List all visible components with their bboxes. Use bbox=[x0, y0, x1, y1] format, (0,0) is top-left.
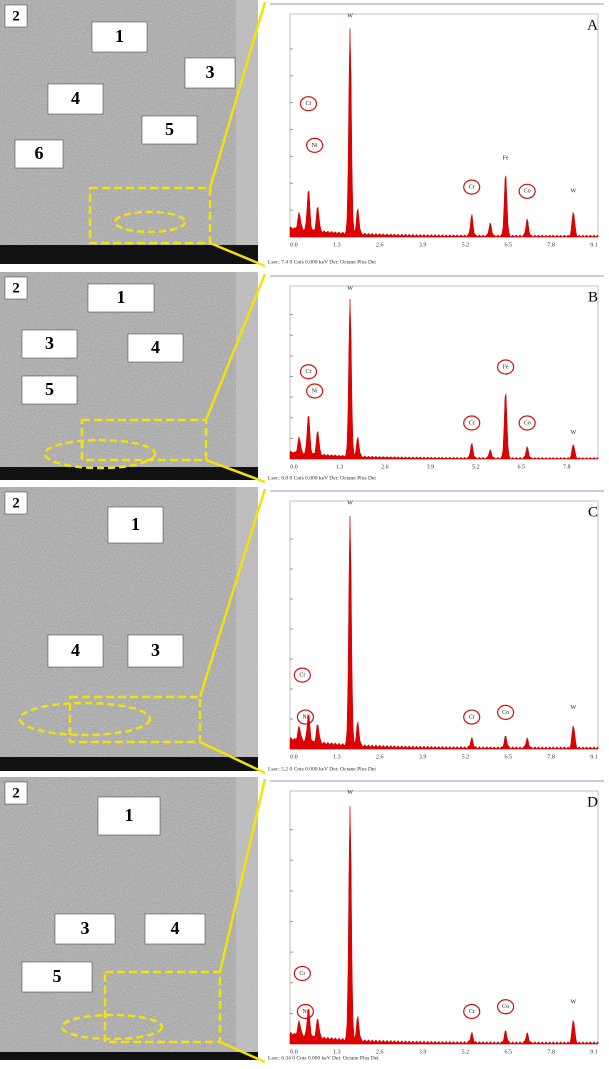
region-label: 1 bbox=[117, 287, 126, 307]
element-label: Fe bbox=[503, 155, 509, 161]
element-label: Co bbox=[524, 420, 531, 426]
panel-letter: C bbox=[588, 504, 598, 520]
x-tick-label: 2.6 bbox=[381, 464, 389, 470]
page: {"panels":[ {"letter":"A","labels":["2",… bbox=[0, 0, 609, 1064]
element-label: Cr bbox=[469, 184, 475, 190]
region-label: 4 bbox=[71, 640, 80, 660]
region-label: 1 bbox=[125, 805, 134, 825]
element-label: Cr bbox=[305, 101, 311, 107]
element-label: Ni bbox=[312, 388, 318, 394]
x-tick-label: 6.5 bbox=[518, 464, 526, 470]
spectrum-footer: Lsec: 7.4 0 Cnts 0.000 keV Det: Octane P… bbox=[268, 259, 376, 265]
x-tick-label: 0.0 bbox=[290, 754, 298, 760]
x-tick-label: 1.3 bbox=[333, 754, 341, 760]
region-label: 3 bbox=[45, 333, 54, 353]
region-label: 3 bbox=[81, 918, 90, 938]
element-label: W bbox=[571, 705, 577, 711]
x-tick-label: 0.0 bbox=[290, 464, 298, 470]
element-label: Ni bbox=[302, 714, 308, 720]
region-label: 1 bbox=[131, 514, 140, 534]
region-label: 5 bbox=[165, 119, 174, 139]
x-tick-label: 2.6 bbox=[376, 754, 384, 760]
region-label: 3 bbox=[151, 640, 160, 660]
region-label: 5 bbox=[53, 966, 62, 986]
element-label: W bbox=[347, 286, 353, 292]
region-label: 5 bbox=[45, 379, 54, 399]
x-tick-label: 5.2 bbox=[462, 754, 470, 760]
x-tick-label: 0.0 bbox=[290, 242, 298, 248]
element-label: Cr bbox=[469, 714, 475, 720]
region-label: 4 bbox=[151, 337, 160, 357]
x-tick-label: 3.9 bbox=[419, 1049, 427, 1055]
region-label: 3 bbox=[206, 62, 215, 82]
region-label: 2 bbox=[12, 495, 20, 511]
region-label: 2 bbox=[12, 8, 20, 24]
element-label: W bbox=[571, 189, 577, 195]
x-tick-label: 1.3 bbox=[333, 242, 341, 248]
element-label: Co bbox=[524, 189, 531, 195]
spectrum-frame bbox=[290, 791, 598, 1044]
region-label: 2 bbox=[12, 785, 20, 801]
spectrum-footer: Lsec: 8.8 0 Cnts 0.000 keV Det: Octane P… bbox=[268, 475, 376, 481]
x-tick-label: 5.2 bbox=[462, 242, 470, 248]
sem-info-bar bbox=[0, 467, 258, 480]
x-tick-label: 9.1 bbox=[590, 754, 598, 760]
region-label: 4 bbox=[171, 918, 180, 938]
element-label: W bbox=[347, 13, 353, 19]
element-label: Cr bbox=[299, 673, 305, 679]
x-tick-label: 2.6 bbox=[376, 242, 384, 248]
x-tick-label: 7.8 bbox=[547, 754, 555, 760]
element-label: W bbox=[347, 790, 353, 796]
element-label: Ni bbox=[312, 143, 318, 149]
element-label: Ni bbox=[302, 1009, 308, 1015]
x-tick-label: 5.2 bbox=[472, 464, 480, 470]
element-label: W bbox=[571, 999, 577, 1005]
sem-info-bar bbox=[0, 1052, 258, 1060]
x-tick-label: 5.2 bbox=[462, 1049, 470, 1055]
spectrum-frame bbox=[290, 501, 598, 749]
region-label: 2 bbox=[12, 280, 20, 296]
panel-letter: B bbox=[588, 289, 598, 305]
element-label: Co bbox=[502, 1004, 509, 1010]
x-tick-label: 9.1 bbox=[590, 242, 598, 248]
x-tick-label: 1.3 bbox=[336, 464, 344, 470]
x-tick-label: 9.1 bbox=[590, 1049, 598, 1055]
element-label: Cr bbox=[469, 1009, 475, 1015]
panel-letter: A bbox=[587, 17, 598, 33]
x-tick-label: 6.5 bbox=[505, 1049, 513, 1055]
x-tick-label: 6.5 bbox=[505, 754, 513, 760]
region-label: 1 bbox=[115, 26, 124, 46]
element-label: Cr bbox=[469, 420, 475, 426]
x-tick-label: 7.8 bbox=[547, 242, 555, 248]
element-label: W bbox=[571, 430, 577, 436]
element-label: Cr bbox=[305, 369, 311, 375]
element-label: W bbox=[347, 500, 353, 506]
region-label: 4 bbox=[71, 88, 80, 108]
element-label: Fe bbox=[503, 364, 509, 370]
x-tick-label: 3.9 bbox=[419, 242, 427, 248]
sem-info-bar bbox=[0, 757, 258, 771]
sem-edge bbox=[236, 487, 258, 757]
region-label: 6 bbox=[35, 143, 44, 163]
x-tick-label: 7.8 bbox=[563, 464, 571, 470]
figure: 2 1 3 4 5 6 0.0 1.3 2.6 3.9 5.2 6.5 7.8 9.1 Lsec: 7.4 … bbox=[0, 0, 609, 1064]
spectrum-footer: Lsec: 6.34 0 Cnts 0.000 keV Det: Octane … bbox=[268, 1055, 379, 1061]
x-tick-label: 3.9 bbox=[419, 754, 427, 760]
x-tick-label: 6.5 bbox=[505, 242, 513, 248]
element-label: Cr bbox=[299, 971, 305, 977]
element-label: Co bbox=[502, 710, 509, 716]
spectrum-frame bbox=[290, 286, 598, 459]
x-tick-label: 7.8 bbox=[547, 1049, 555, 1055]
panel-letter: D bbox=[587, 794, 598, 810]
spectrum-frame bbox=[290, 14, 598, 237]
spectrum-footer: Lsec: 5.2 0 Cnts 0.000 keV Det: Octane P… bbox=[268, 766, 376, 772]
x-tick-label: 3.9 bbox=[427, 464, 435, 470]
